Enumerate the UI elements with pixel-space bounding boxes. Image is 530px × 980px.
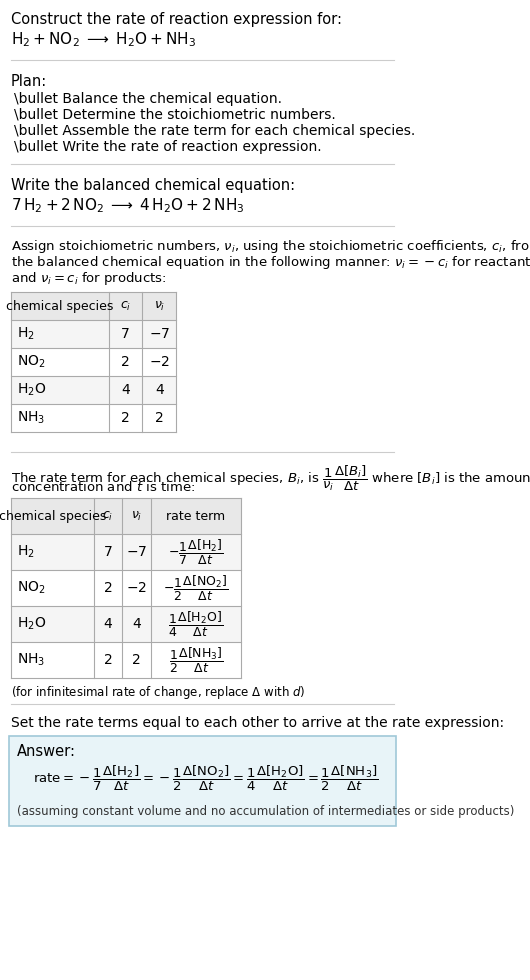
Text: $\mathrm{NO_2}$: $\mathrm{NO_2}$ [17,354,46,370]
Text: 4: 4 [132,617,141,631]
Text: $\nu_i$: $\nu_i$ [131,510,142,522]
Text: $\nu_i$: $\nu_i$ [154,300,165,313]
Text: $\dfrac{1}{2}\dfrac{\Delta[\mathrm{NH_3}]}{\Delta t}$: $\dfrac{1}{2}\dfrac{\Delta[\mathrm{NH_3}… [169,646,223,674]
FancyBboxPatch shape [11,534,241,570]
Text: \bullet Assemble the rate term for each chemical species.: \bullet Assemble the rate term for each … [14,124,415,138]
FancyBboxPatch shape [11,376,176,404]
Text: $\mathrm{H_2 + NO_2 \;\longrightarrow\; H_2O + NH_3}$: $\mathrm{H_2 + NO_2 \;\longrightarrow\; … [11,30,196,49]
Text: Write the balanced chemical equation:: Write the balanced chemical equation: [11,178,295,193]
Text: $-7$: $-7$ [126,545,147,559]
Text: \bullet Balance the chemical equation.: \bullet Balance the chemical equation. [14,92,282,106]
Text: 2: 2 [121,355,130,369]
Text: \bullet Write the rate of reaction expression.: \bullet Write the rate of reaction expre… [14,140,322,154]
Text: $\mathrm{NH_3}$: $\mathrm{NH_3}$ [17,410,45,426]
Text: $\mathrm{NH_3}$: $\mathrm{NH_3}$ [17,652,45,668]
FancyBboxPatch shape [10,736,396,826]
Text: $-2$: $-2$ [126,581,147,595]
FancyBboxPatch shape [11,498,241,534]
Text: rate term: rate term [166,510,225,522]
Text: chemical species: chemical species [0,510,106,522]
Text: 2: 2 [132,653,141,667]
Text: $-2$: $-2$ [149,355,170,369]
Text: Assign stoichiometric numbers, $\nu_i$, using the stoichiometric coefficients, $: Assign stoichiometric numbers, $\nu_i$, … [11,238,530,255]
Text: chemical species: chemical species [6,300,113,313]
Text: the balanced chemical equation in the following manner: $\nu_i = -c_i$ for react: the balanced chemical equation in the fo… [11,254,530,271]
Text: (assuming constant volume and no accumulation of intermediates or side products): (assuming constant volume and no accumul… [17,805,514,817]
FancyBboxPatch shape [11,320,176,348]
Text: $\mathrm{NO_2}$: $\mathrm{NO_2}$ [17,580,46,596]
Text: 2: 2 [121,411,130,425]
Text: Construct the rate of reaction expression for:: Construct the rate of reaction expressio… [11,12,342,27]
Text: 2: 2 [103,581,112,595]
Text: $\mathrm{H_2}$: $\mathrm{H_2}$ [17,325,34,342]
Text: $c_i$: $c_i$ [120,300,131,313]
Text: and $\nu_i = c_i$ for products:: and $\nu_i = c_i$ for products: [11,270,166,287]
Text: 4: 4 [121,383,130,397]
Text: The rate term for each chemical species, $B_i$, is $\dfrac{1}{\nu_i}\dfrac{\Delt: The rate term for each chemical species,… [11,464,530,493]
Text: 7: 7 [103,545,112,559]
Text: $c_i$: $c_i$ [102,510,113,522]
Text: $-\dfrac{1}{7}\dfrac{\Delta[\mathrm{H_2}]}{\Delta t}$: $-\dfrac{1}{7}\dfrac{\Delta[\mathrm{H_2}… [168,537,224,566]
Text: 2: 2 [103,653,112,667]
Text: $\mathrm{H_2O}$: $\mathrm{H_2O}$ [17,382,46,398]
Text: concentration and $t$ is time:: concentration and $t$ is time: [11,480,195,494]
Text: (for infinitesimal rate of change, replace $\Delta$ with $d$): (for infinitesimal rate of change, repla… [11,684,305,701]
FancyBboxPatch shape [11,570,241,606]
Text: $\dfrac{1}{4}\dfrac{\Delta[\mathrm{H_2O}]}{\Delta t}$: $\dfrac{1}{4}\dfrac{\Delta[\mathrm{H_2O}… [169,610,224,639]
Text: Answer:: Answer: [17,744,76,759]
Text: $-7$: $-7$ [149,327,170,341]
Text: Set the rate terms equal to each other to arrive at the rate expression:: Set the rate terms equal to each other t… [11,716,504,730]
Text: 4: 4 [155,383,164,397]
FancyBboxPatch shape [11,606,241,642]
Text: $\mathrm{rate} = -\dfrac{1}{7}\dfrac{\Delta[\mathrm{H_2}]}{\Delta t} = -\dfrac{1: $\mathrm{rate} = -\dfrac{1}{7}\dfrac{\De… [33,763,379,793]
Text: $\mathrm{H_2}$: $\mathrm{H_2}$ [17,544,34,561]
Text: Plan:: Plan: [11,74,47,89]
Text: 4: 4 [103,617,112,631]
FancyBboxPatch shape [11,404,176,432]
FancyBboxPatch shape [11,348,176,376]
FancyBboxPatch shape [11,292,176,320]
Text: \bullet Determine the stoichiometric numbers.: \bullet Determine the stoichiometric num… [14,108,335,122]
Text: $-\dfrac{1}{2}\dfrac{\Delta[\mathrm{NO_2}]}{\Delta t}$: $-\dfrac{1}{2}\dfrac{\Delta[\mathrm{NO_2… [163,573,228,603]
Text: 2: 2 [155,411,164,425]
Text: 7: 7 [121,327,130,341]
Text: $\mathrm{H_2O}$: $\mathrm{H_2O}$ [17,615,46,632]
Text: $\mathrm{7\,H_2 + 2\,NO_2 \;\longrightarrow\; 4\,H_2O + 2\,NH_3}$: $\mathrm{7\,H_2 + 2\,NO_2 \;\longrightar… [11,196,244,215]
FancyBboxPatch shape [11,642,241,678]
